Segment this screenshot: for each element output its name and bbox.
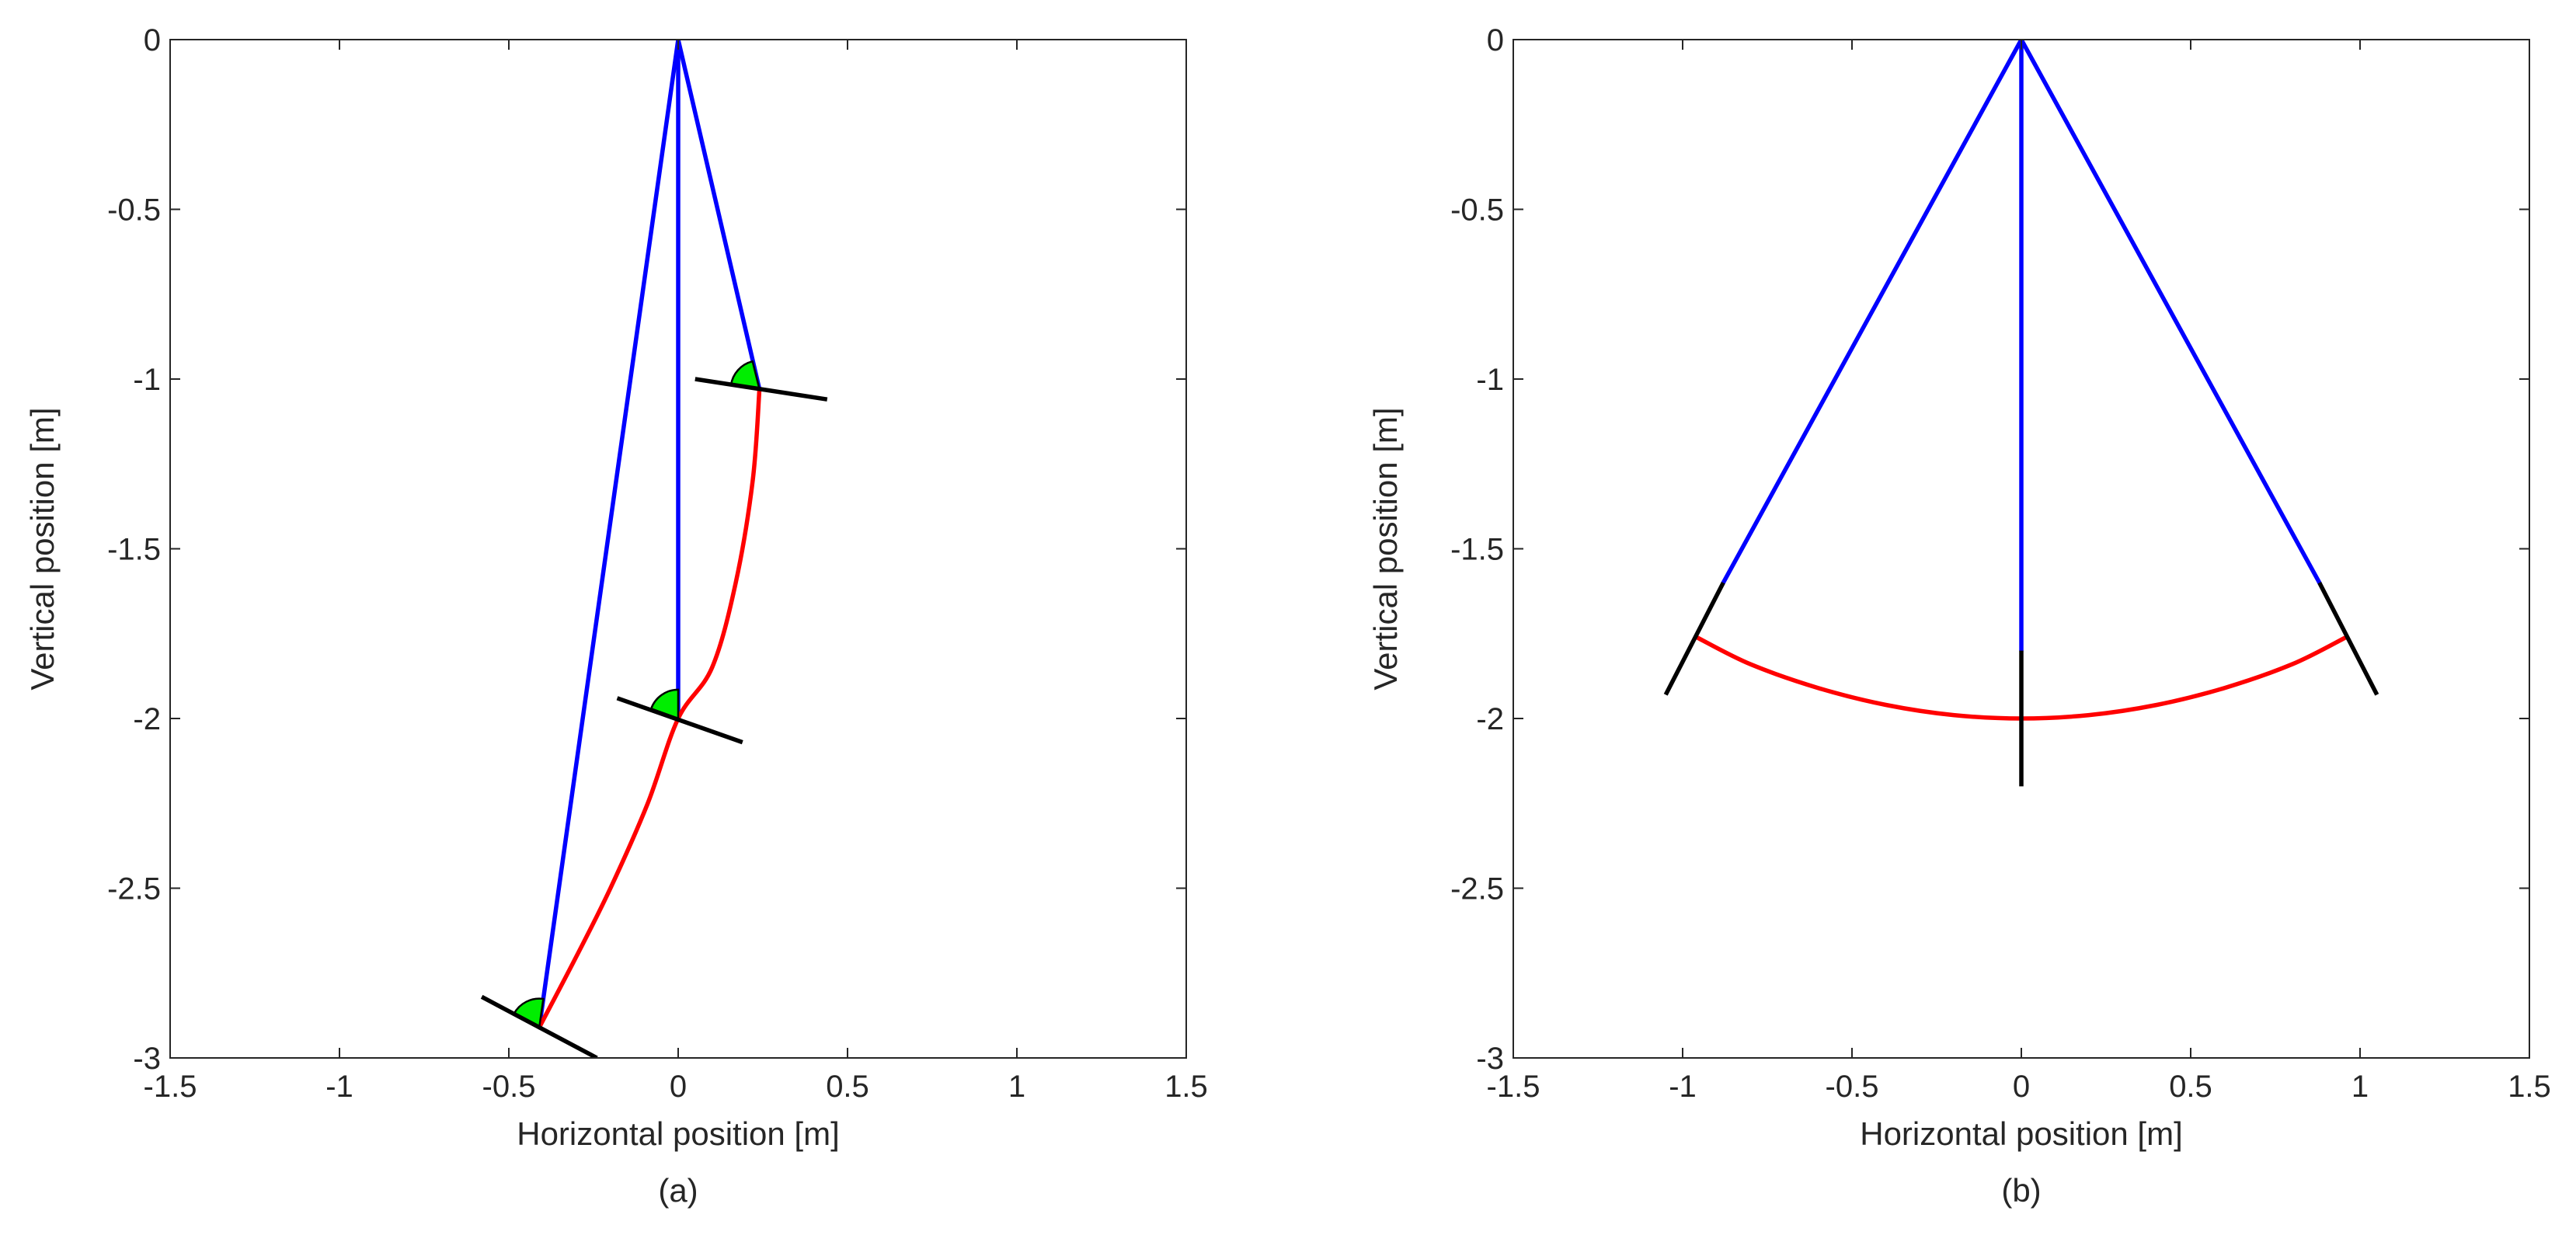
string-right [2019, 40, 2322, 585]
mirror-bottom [480, 994, 598, 1058]
x-tick-label: 1 [2351, 1070, 2369, 1104]
y-axis-label: Vertical position [m] [1367, 407, 1404, 690]
data-layer [1663, 40, 2379, 787]
y-tick-label: -2 [133, 702, 161, 736]
y-tick-label: -2.5 [107, 872, 161, 906]
x-axis-label: Horizontal position [m] [517, 1115, 840, 1152]
y-tick-label: -1.5 [107, 533, 161, 567]
y-tick-label: 0 [144, 23, 161, 57]
x-tick-label: -1 [1669, 1070, 1697, 1104]
x-tick-label: 0.5 [2169, 1070, 2212, 1104]
data-layer [480, 40, 828, 1058]
string-left [537, 40, 681, 1030]
x-tick-label: 0 [670, 1070, 687, 1104]
x-tick-label: 0 [2013, 1070, 2030, 1104]
x-axis-label: Horizontal position [m] [1860, 1115, 2183, 1152]
x-tick-label: 1.5 [1164, 1070, 1208, 1104]
x-tick-label: 1.5 [2508, 1070, 2551, 1104]
x-tick-label: 0.5 [826, 1070, 869, 1104]
panel-a: -1.5 -1 -0.5 0 0.5 1 1.5 0 -0.5 -1 -1.5 -2 -2.5 -3 Hor… [24, 23, 1208, 1209]
mirror-top [694, 377, 828, 402]
x-tick-label: -1 [325, 1070, 353, 1104]
panel-b: -1.5 -1 -0.5 0 0.5 1 1.5 0 -0.5 -1 -1.5 -2 -2.5 -3 Hor… [1367, 23, 2551, 1209]
string-left [1721, 40, 2024, 585]
mirror-middle [616, 696, 743, 745]
y-tick-label: 0 [1487, 23, 1504, 57]
string-right [676, 40, 762, 391]
x-tick-label: -1.5 [144, 1070, 197, 1104]
y-tick-label: -3 [133, 1042, 161, 1076]
y-tick-label: -0.5 [107, 193, 161, 228]
y-tick-label: -1 [133, 363, 161, 397]
y-tick-label: -3 [1476, 1042, 1504, 1076]
x-tick-label: -1.5 [1487, 1070, 1540, 1104]
x-tick-label: -0.5 [482, 1070, 536, 1104]
mirror-right [2317, 581, 2379, 696]
y-tick-label: -1.5 [1450, 533, 1504, 567]
y-axis-label: Vertical position [m] [24, 407, 61, 690]
panel-label: (b) [2001, 1172, 2041, 1209]
x-tick-label: 1 [1008, 1070, 1025, 1104]
x-tick-label: -0.5 [1826, 1070, 1879, 1104]
y-tick-label: -2.5 [1450, 872, 1504, 906]
y-tick-label: -2 [1476, 702, 1504, 736]
panel-label: (a) [658, 1172, 698, 1209]
y-tick-label: -1 [1476, 363, 1504, 397]
mirror-left [1663, 581, 1725, 696]
y-tick-label: -0.5 [1450, 193, 1504, 228]
